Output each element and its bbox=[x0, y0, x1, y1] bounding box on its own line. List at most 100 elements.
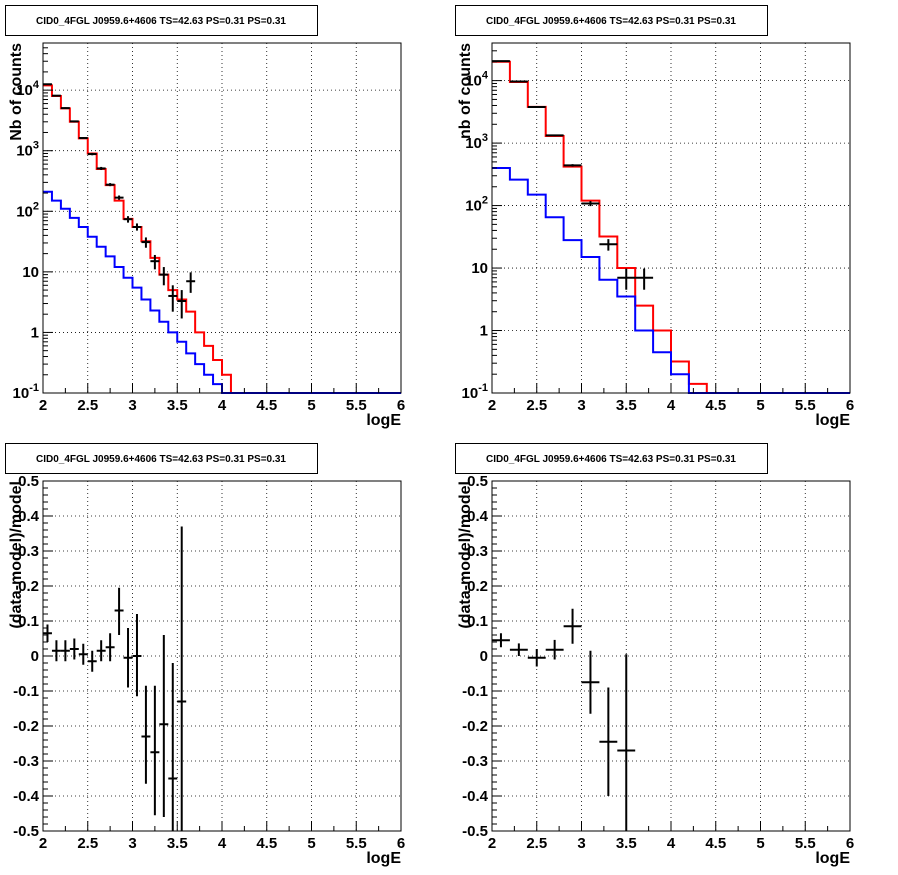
chart-title-box bbox=[5, 443, 318, 474]
y-tick-label: 10-1 bbox=[13, 382, 39, 402]
x-tick-label: 4 bbox=[218, 835, 227, 852]
y-tick-label: 0 bbox=[31, 648, 39, 665]
grid-lines bbox=[43, 43, 401, 393]
x-tick-label: 4 bbox=[667, 397, 676, 414]
x-tick-label: 3 bbox=[577, 397, 585, 414]
x-tick-label: 5.5 bbox=[795, 835, 816, 852]
chart-title: CID0_4FGL J0959.6+4606 TS=42.63 PS=0.31 … bbox=[486, 16, 736, 27]
chart-title-box bbox=[5, 5, 318, 36]
y-tick-label: -0.5 bbox=[462, 823, 488, 840]
data-points bbox=[43, 526, 187, 831]
y-tick-label: 0.5 bbox=[467, 473, 488, 490]
data-points bbox=[492, 608, 636, 831]
y-tick-label: -0.4 bbox=[462, 788, 489, 805]
y-tick-label: -0.1 bbox=[462, 683, 488, 700]
y-tick-label: -0.3 bbox=[13, 753, 39, 770]
y-tick-label: 0.2 bbox=[18, 578, 39, 595]
chart-panel-4: CID0_4FGL J0959.6+4606 TS=42.63 PS=0.31 … bbox=[455, 443, 854, 867]
data-points bbox=[43, 83, 196, 319]
x-tick-label: 5.5 bbox=[346, 397, 367, 414]
y-tick-label: 10-1 bbox=[462, 382, 488, 402]
chart-title: CID0_4FGL J0959.6+4606 TS=42.63 PS=0.31 … bbox=[486, 454, 736, 465]
x-tick-label: 2.5 bbox=[77, 397, 98, 414]
y-tick-label: 104 bbox=[16, 79, 40, 99]
x-tick-label: 5.5 bbox=[795, 397, 816, 414]
y-axis-label: (data-model)/model bbox=[8, 481, 25, 629]
x-tick-label: 3 bbox=[128, 397, 136, 414]
x-tick-label: 5 bbox=[307, 835, 315, 852]
x-tick-label: 3.5 bbox=[167, 397, 188, 414]
y-tick-label: -0.2 bbox=[462, 718, 488, 735]
y-tick-label: -0.4 bbox=[13, 788, 40, 805]
y-tick-label: 1 bbox=[31, 324, 39, 341]
y-tick-label: 10 bbox=[471, 260, 488, 277]
y-axis-label: Nb of counts bbox=[8, 43, 25, 141]
x-tick-label: 2 bbox=[488, 835, 496, 852]
chart-panel-1: CID0_4FGL J0959.6+4606 TS=42.63 PS=0.31 … bbox=[5, 5, 405, 429]
y-tick-label: 103 bbox=[16, 140, 39, 160]
y-tick-label: 0 bbox=[480, 648, 488, 665]
y-tick-label: 103 bbox=[465, 132, 488, 152]
chart-title-box bbox=[455, 5, 768, 36]
x-axis-label: logE bbox=[366, 850, 401, 867]
y-tick-label: 10 bbox=[22, 264, 39, 281]
x-tick-label: 6 bbox=[846, 835, 854, 852]
y-tick-label: -0.2 bbox=[13, 718, 39, 735]
y-tick-label: -0.1 bbox=[13, 683, 39, 700]
y-tick-label: 0.5 bbox=[18, 473, 39, 490]
chart-title: CID0_4FGL J0959.6+4606 TS=42.63 PS=0.31 … bbox=[36, 16, 286, 27]
y-axis-label: nb of counts bbox=[457, 43, 474, 139]
y-axis: -0.5 -0.4 -0.3 -0.2 -0.1 0 0.1 0.2 0.3 0.4 0.5(dat… bbox=[457, 473, 502, 840]
x-tick-label: 2.5 bbox=[526, 835, 547, 852]
x-tick-label: 3 bbox=[128, 835, 136, 852]
x-tick-label: 3 bbox=[577, 835, 585, 852]
grid-lines bbox=[492, 481, 850, 831]
x-tick-label: 2 bbox=[39, 835, 47, 852]
y-tick-label: 102 bbox=[16, 200, 39, 220]
chart-panel-2: CID0_4FGL J0959.6+4606 TS=42.63 PS=0.31 … bbox=[455, 5, 854, 429]
x-tick-label: 4.5 bbox=[705, 397, 726, 414]
y-tick-label: 0.4 bbox=[467, 508, 489, 525]
x-tick-label: 4.5 bbox=[256, 397, 277, 414]
x-tick-label: 2.5 bbox=[77, 835, 98, 852]
x-tick-label: 2 bbox=[488, 397, 496, 414]
x-tick-label: 4 bbox=[218, 397, 227, 414]
y-tick-label: 0.1 bbox=[467, 613, 488, 630]
x-tick-label: 2.5 bbox=[526, 397, 547, 414]
chart-title-box bbox=[455, 443, 768, 474]
y-tick-label: -0.3 bbox=[462, 753, 488, 770]
x-tick-label: 3.5 bbox=[616, 397, 637, 414]
x-tick-label: 6 bbox=[846, 397, 854, 414]
x-axis-label: logE bbox=[815, 850, 850, 867]
data-points bbox=[492, 60, 654, 290]
x-tick-label: 3.5 bbox=[167, 835, 188, 852]
x-tick-label: 3.5 bbox=[616, 835, 637, 852]
x-tick-label: 4 bbox=[667, 835, 676, 852]
x-axis-label: logE bbox=[815, 412, 850, 429]
y-tick-label: -0.5 bbox=[13, 823, 39, 840]
x-tick-label: 5.5 bbox=[346, 835, 367, 852]
x-tick-label: 4.5 bbox=[705, 835, 726, 852]
x-tick-label: 5 bbox=[756, 835, 764, 852]
y-tick-label: 0.2 bbox=[467, 578, 488, 595]
x-tick-label: 6 bbox=[397, 397, 405, 414]
y-tick-label: 102 bbox=[465, 195, 488, 215]
y-tick-label: 0.4 bbox=[18, 508, 40, 525]
y-tick-label: 104 bbox=[465, 70, 489, 90]
y-tick-label: 0.3 bbox=[467, 543, 488, 560]
chart-panel-3: CID0_4FGL J0959.6+4606 TS=42.63 PS=0.31 … bbox=[5, 443, 405, 867]
y-tick-label: 0.3 bbox=[18, 543, 39, 560]
y-axis-label: (data-model)/model bbox=[457, 481, 474, 629]
y-axis: -0.5 -0.4 -0.3 -0.2 -0.1 0 0.1 0.2 0.3 0.4 0.5(dat… bbox=[8, 473, 53, 840]
x-tick-label: 4.5 bbox=[256, 835, 277, 852]
x-tick-label: 6 bbox=[397, 835, 405, 852]
y-tick-label: 1 bbox=[480, 323, 488, 340]
chart-title: CID0_4FGL J0959.6+4606 TS=42.63 PS=0.31 … bbox=[36, 454, 286, 465]
y-tick-label: 0.1 bbox=[18, 613, 39, 630]
series-step-background-model bbox=[492, 166, 850, 394]
